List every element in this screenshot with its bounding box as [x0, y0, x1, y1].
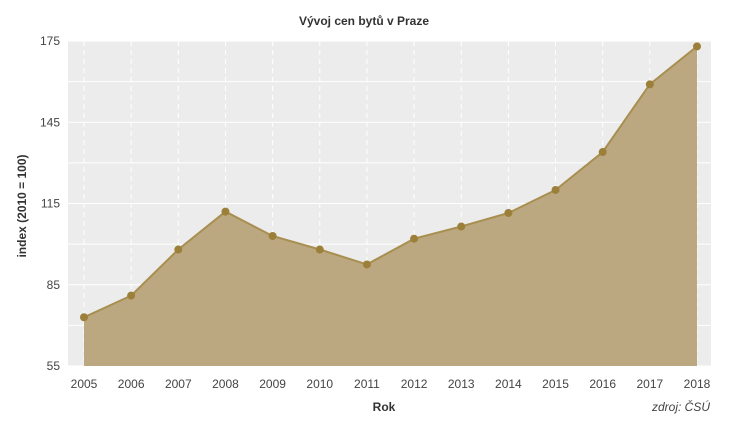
x-tick-label: 2015 [542, 377, 569, 391]
area-fill [84, 46, 697, 367]
data-point-2006 [127, 291, 136, 300]
x-tick-label: 2017 [636, 377, 663, 391]
x-tick-labels: 2005 2006 2007 2008 2009 2010 2011 2012 2013 2014… [71, 377, 711, 391]
data-point-2005 [80, 313, 88, 322]
data-points [80, 42, 701, 322]
x-tick-label: 2013 [448, 377, 475, 391]
x-tick-label: 2016 [589, 377, 616, 391]
data-point-2016 [598, 148, 607, 157]
series-line [83, 45, 698, 319]
data-point-2014 [504, 208, 513, 217]
x-tick-label: 2009 [259, 377, 286, 391]
data-point-2015 [551, 185, 560, 194]
data-point-2011 [362, 260, 371, 269]
x-tick-label: 2010 [306, 377, 333, 391]
data-point-2007 [174, 245, 183, 254]
data-point-2008 [221, 207, 230, 216]
x-tick-label: 2007 [165, 377, 192, 391]
y-axis-title: index (2010 = 100) [15, 154, 29, 257]
data-point-2013 [457, 222, 466, 231]
x-tick-label: 2008 [212, 377, 239, 391]
x-tick-label: 2006 [118, 377, 145, 391]
y-tick-label: 175 [40, 34, 60, 48]
data-point-2018 [693, 42, 701, 51]
y-tick-label: 55 [47, 359, 61, 373]
data-point-2017 [645, 80, 654, 89]
y-tick-label: 85 [47, 278, 61, 292]
x-tick-label: 2018 [684, 377, 711, 391]
data-point-2012 [410, 234, 419, 243]
x-tick-label: 2012 [401, 377, 428, 391]
y-tick-label: 145 [40, 115, 60, 129]
data-point-2010 [315, 245, 324, 254]
x-tick-label: 2011 [354, 377, 380, 391]
chart-title: Vývoj cen bytů v Praze [299, 14, 429, 28]
y-tick-labels: 55 85 115 145 175 [40, 34, 60, 373]
x-tick-label: 2005 [71, 377, 98, 391]
source-note: zdroj: ČSÚ [651, 399, 710, 414]
data-point-2009 [268, 232, 277, 240]
x-tick-label: 2014 [495, 377, 522, 391]
x-axis-title: Rok [373, 400, 396, 414]
y-tick-label: 115 [41, 197, 60, 211]
